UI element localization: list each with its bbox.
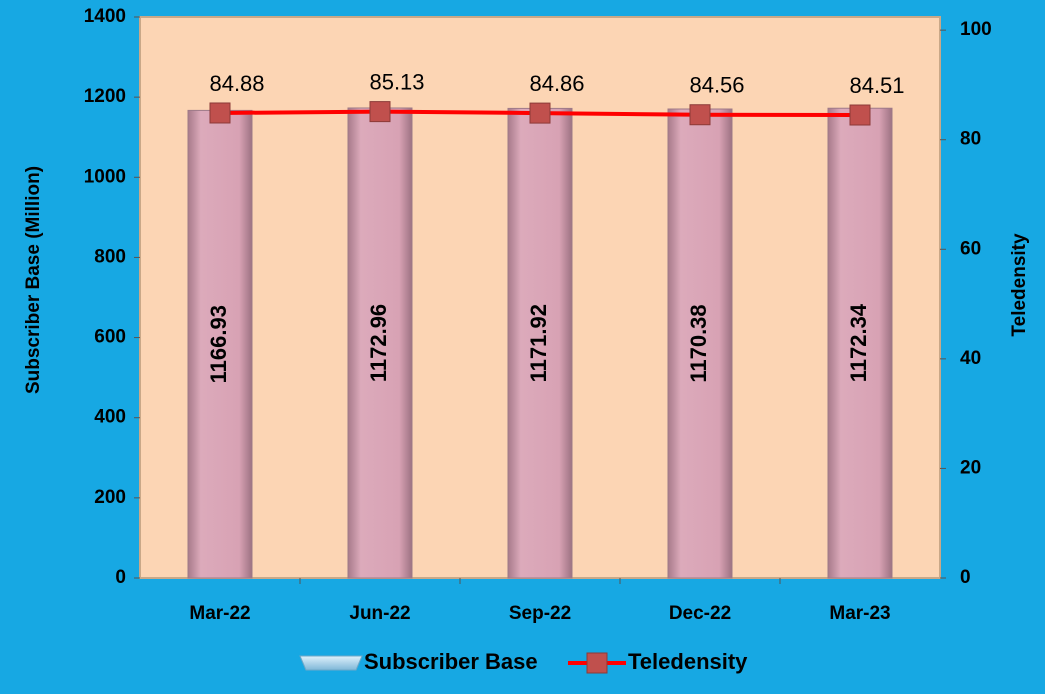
y2-axis-title: Teledensity	[1009, 233, 1030, 337]
marker	[689, 104, 711, 126]
x-tick-label: Jun-22	[349, 603, 410, 624]
line-value-label: 84.56	[689, 73, 744, 98]
bar-value-label: 1170.38	[686, 304, 711, 382]
y-axis-title: Subscriber Base (Million)	[23, 166, 44, 394]
x-tick-label: Mar-22	[189, 603, 250, 624]
bar	[667, 108, 733, 579]
bar	[827, 107, 893, 579]
y-tick-label: 200	[94, 487, 126, 508]
x-tick-label: Dec-22	[669, 603, 731, 624]
y-tick-label: 600	[94, 327, 126, 348]
legend-label: Subscriber Base	[364, 649, 538, 674]
bar-value-label: 1172.34	[846, 303, 871, 382]
legend-label: Teledensity	[628, 649, 748, 674]
bar-value-label: 1172.96	[366, 304, 391, 382]
line-value-label: 84.51	[849, 73, 904, 98]
y2-tick-label: 100	[960, 19, 992, 40]
y-tick-label: 1000	[84, 166, 126, 187]
line-value-label: 84.88	[209, 71, 264, 96]
marker	[529, 102, 551, 124]
bar	[347, 107, 413, 579]
y-tick-label: 400	[94, 407, 126, 428]
legend-swatch	[586, 652, 608, 674]
y2-tick-label: 80	[960, 129, 981, 150]
line-value-label: 85.13	[369, 69, 424, 94]
y-tick-label: 1200	[84, 86, 126, 107]
line-value-label: 84.86	[529, 71, 584, 96]
x-tick-label: Sep-22	[509, 603, 571, 624]
y2-tick-label: 20	[960, 457, 981, 478]
bar	[187, 109, 253, 579]
y-tick-label: 800	[94, 246, 126, 267]
y-tick-label: 1400	[84, 6, 126, 27]
legend-swatch	[299, 655, 363, 671]
marker	[209, 102, 231, 124]
bar-value-label: 1171.92	[526, 304, 551, 382]
marker	[369, 101, 391, 123]
bar-value-label: 1166.93	[206, 305, 231, 383]
marker	[849, 104, 871, 126]
y-tick-label: 0	[115, 567, 126, 588]
y2-tick-label: 60	[960, 238, 981, 259]
x-tick-label: Mar-23	[829, 603, 890, 624]
y2-tick-label: 0	[960, 567, 971, 588]
y2-tick-label: 40	[960, 348, 981, 369]
